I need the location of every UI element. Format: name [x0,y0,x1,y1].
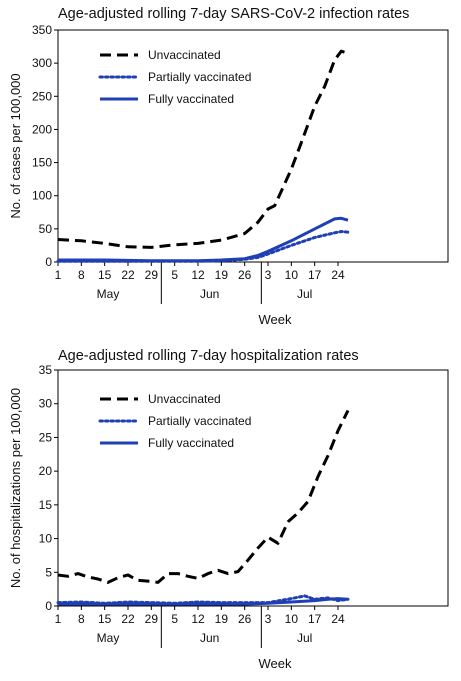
x-tick-label: 5 [171,612,178,626]
y-tick-label: 100 [32,189,52,203]
y-tick-label: 10 [39,532,53,546]
x-tick-label: 29 [145,612,159,626]
legend-label: Partially vaccinated [148,70,251,84]
legend-label: Partially vaccinated [148,414,251,428]
y-axis-label: No. of hospitalizations per 100,000 [8,388,23,588]
month-label: May [97,631,120,645]
y-tick-label: 300 [32,56,52,70]
plot-frame [57,29,449,263]
series-line-fully-vaccinated [58,597,349,606]
y-tick-label: 350 [32,23,52,37]
series-line-fully-vaccinated [58,216,349,263]
x-tick-label: 8 [78,268,85,282]
series-line-unvaccinated [57,49,349,249]
legend-label: Fully vaccinated [148,92,234,106]
x-tick-label: 12 [191,612,205,626]
x-tick-label: 26 [238,612,252,626]
x-axis-label: Week [259,312,292,327]
x-tick-label: 22 [121,268,135,282]
x-tick-label: 1 [55,268,62,282]
month-label: Jul [297,631,312,645]
x-tick-label: 3 [265,268,272,282]
y-tick-label: 5 [45,565,52,579]
x-axis-label: Week [259,656,292,671]
x-tick-label: 5 [171,268,178,282]
y-tick-label: 20 [39,464,53,478]
x-tick-label: 19 [215,268,229,282]
y-tick-label: 25 [39,430,53,444]
x-tick-label: 15 [98,612,112,626]
y-tick-label: 150 [32,156,52,170]
y-axis-label: No. of cases per 100,000 [8,73,23,218]
series-line-partially-vaccinated [56,230,350,263]
series-line-unvaccinated [57,409,350,584]
y-tick-label: 30 [39,397,53,411]
y-tick-label: 35 [39,363,53,377]
x-tick-label: 12 [191,268,205,282]
x-tick-label: 24 [331,268,345,282]
y-tick-label: 200 [32,122,52,136]
x-tick-label: 8 [78,612,85,626]
x-tick-label: 19 [215,612,229,626]
x-tick-label: 10 [285,612,299,626]
x-tick-label: 10 [285,268,299,282]
month-label: May [97,287,120,301]
x-tick-label: 1 [55,612,62,626]
x-tick-label: 22 [121,612,135,626]
month-label: Jul [297,287,312,301]
legend-label: Fully vaccinated [148,436,234,450]
x-tick-label: 26 [238,268,252,282]
month-label: Jun [200,287,219,301]
x-tick-label: 17 [308,612,322,626]
x-tick-label: 24 [331,612,345,626]
y-tick-label: 15 [39,498,53,512]
chart-title: Age-adjusted rolling 7-day hospitalizati… [58,348,359,364]
legend-label: Unvaccinated [148,392,221,406]
y-tick-label: 0 [45,599,52,613]
x-tick-label: 17 [308,268,322,282]
legend-label: Unvaccinated [148,48,221,62]
y-tick-label: 250 [32,89,52,103]
chart-title: Age-adjusted rolling 7-day SARS-CoV-2 in… [58,6,409,22]
x-tick-label: 29 [145,268,159,282]
month-label: Jun [200,631,219,645]
y-tick-label: 50 [39,222,53,236]
x-tick-label: 3 [265,612,272,626]
y-tick-label: 0 [45,255,52,269]
x-tick-label: 15 [98,268,112,282]
plot-frame [57,369,449,607]
chart-panel-2: Age-adjusted rolling 7-day hospitalizati… [8,348,449,671]
chart-panel-1: Age-adjusted rolling 7-day SARS-CoV-2 in… [8,6,449,327]
